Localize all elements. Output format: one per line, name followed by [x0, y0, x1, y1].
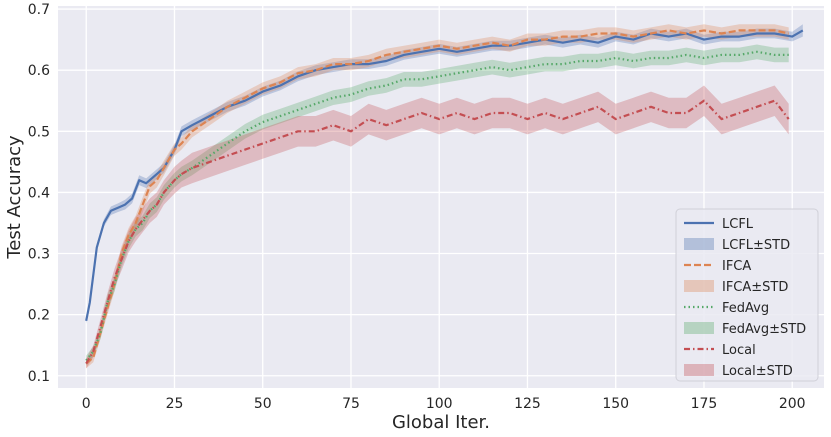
legend-band-swatch	[684, 364, 714, 376]
x-tick-label: 125	[514, 396, 541, 412]
x-tick-label: 50	[254, 396, 272, 412]
series-lines	[85, 29, 804, 365]
legend-entry: FedAvg	[722, 301, 769, 316]
y-tick-label: 0.6	[28, 63, 50, 79]
legend-band-swatch	[684, 238, 714, 250]
std-band-fedavg	[86, 44, 789, 366]
y-tick-label: 0.5	[28, 124, 50, 140]
x-tick-label: 175	[691, 396, 718, 412]
x-axis-label: Global Iter.	[392, 412, 490, 433]
series-line-ifca	[85, 29, 789, 365]
std-band-local	[86, 85, 789, 369]
y-tick-label: 0.2	[28, 308, 50, 324]
legend-entry: IFCA	[722, 259, 751, 274]
y-tick-label: 0.4	[28, 185, 50, 201]
y-tick-labels: 0.1 0.2 0.3 0.4 0.5 0.6 0.7	[28, 2, 50, 385]
series-line-local	[85, 99, 790, 365]
legend-entry: LCFL±STD	[722, 238, 790, 253]
x-tick-label: 200	[779, 396, 806, 412]
legend-entry: Local	[722, 343, 756, 358]
x-tick-labels: 0 25 50 75 100 125 150 175 200	[82, 396, 806, 412]
legend-entry: Local±STD	[722, 364, 793, 379]
y-axis-label: Test Accuracy	[4, 135, 25, 260]
legend-entry: FedAvg±STD	[722, 322, 806, 337]
legend-box	[675, 208, 819, 382]
x-tick-label: 75	[342, 396, 360, 412]
x-tick-label: 100	[426, 396, 453, 412]
y-tick-label: 0.1	[28, 369, 50, 385]
x-tick-label: 150	[602, 396, 629, 412]
y-tick-label: 0.7	[28, 2, 50, 18]
legend-band-swatch	[684, 280, 714, 292]
legend: LCFL LCFL±STD IFCA IFCA±STD FedAvg FedAvg±STD…	[675, 208, 819, 382]
series-line-lcfl	[85, 29, 804, 322]
y-tick-label: 0.3	[28, 247, 50, 263]
std-bands	[86, 24, 803, 369]
x-tick-label: 0	[82, 396, 91, 412]
x-tick-label: 25	[166, 396, 184, 412]
legend-entry: LCFL	[722, 217, 754, 232]
legend-band-swatch	[684, 322, 714, 334]
legend-entry: IFCA±STD	[722, 280, 788, 295]
